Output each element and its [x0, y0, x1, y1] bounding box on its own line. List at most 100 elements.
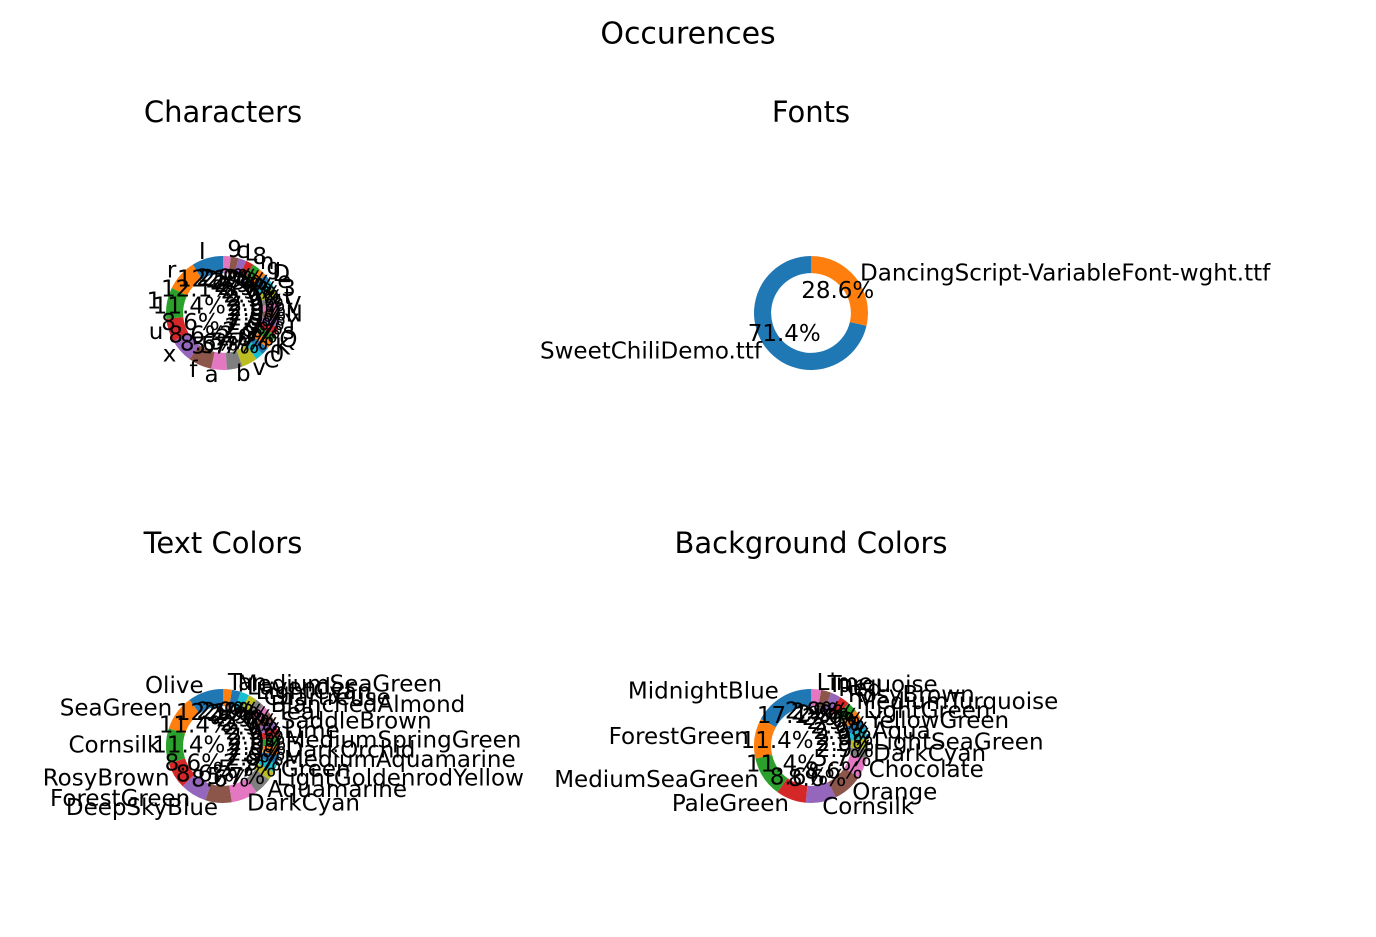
pie-label-u: u — [149, 319, 164, 345]
pie-label-y: Y — [284, 310, 300, 336]
pie-label-tan: Tan — [227, 670, 267, 696]
pie-label-turquoise: Turquoise — [827, 672, 938, 698]
pie-percent-rosybrown: 2.9% — [802, 705, 860, 731]
pie-label-d: D — [272, 261, 290, 287]
pie-percent-midnightblue: 17.1% — [757, 703, 830, 729]
pie-label-i: I — [199, 239, 206, 265]
pie-slice-lightcyan — [241, 695, 257, 714]
pie-slice-g — [248, 269, 266, 287]
pie-slice-red — [825, 692, 841, 712]
pie-label-k: K — [275, 335, 291, 361]
pie-label-c: C — [263, 348, 279, 374]
pie-slice-u — [166, 317, 189, 342]
pie-percent-sweetchilidemo-ttf: 71.4% — [748, 321, 821, 347]
pie-label-saddlebrown: SaddleBrown — [281, 709, 432, 735]
pie-label-aquamarine: Aquamarine — [267, 777, 407, 803]
pie-percent-r: 12.1% — [161, 277, 234, 303]
pie-label-rosybrown: RosyBrown — [43, 765, 170, 791]
pie-label-yellowgreen: YellowGreen — [868, 708, 1009, 734]
pie-slice-lightseagreen — [850, 738, 869, 749]
pie-label-v: V — [285, 293, 301, 319]
pie-label-mediumaquamarine: MediumAquamarine — [284, 747, 516, 773]
pie-label-blanchedalmond: BlanchedAlmond — [271, 692, 466, 718]
pie-slice-1 — [166, 288, 188, 319]
pie-label-mediumturquoise: MediumTurquoise — [856, 689, 1058, 715]
pie-percent-chocolate: 5.7% — [813, 746, 871, 772]
pie-slice-0 — [250, 337, 268, 355]
pie-label-8: 8 — [252, 244, 267, 270]
pie-slice-s — [259, 322, 279, 335]
pie-percent-aquamarine: 5.7% — [218, 757, 276, 783]
pie-title-background-colors: Background Colors — [674, 526, 947, 560]
pie-label-b: b — [236, 361, 251, 387]
pie-percent-teal: 2.9% — [223, 715, 281, 741]
pie-slice-aquamarine — [246, 769, 270, 793]
pie-percent-saddlebrown: 2.9% — [225, 719, 283, 745]
pie-slice-cornsilk — [166, 728, 186, 764]
pie-percent-palegreen: 8.6% — [770, 765, 828, 791]
pie-percent-mediumaquamarine: 2.9% — [227, 740, 285, 766]
pie-percent-f: 8.6% — [180, 331, 238, 357]
pie-slice-mediumturquoise — [837, 703, 856, 722]
figure-title: Occurences — [600, 17, 775, 52]
pie-percent-c: 2.9% — [201, 266, 259, 292]
pie-label-mediumseagreen: MediumSeaGreen — [554, 767, 758, 793]
pie-label-lightgoldenrodyellow: LightGoldenrodYellow — [276, 765, 523, 791]
pie-slice-mediumspringgreen — [262, 737, 280, 746]
pie-slice-turquoise — [818, 689, 832, 709]
pie-label-r: r — [167, 258, 177, 284]
pie-percent-8: 2.9% — [210, 269, 268, 295]
pie-percent-darkcyan: 5.7% — [207, 764, 265, 790]
pie-slice-mediumaquamarine — [260, 752, 280, 764]
pie-label-n: n — [260, 249, 275, 275]
pie-percent-lime: 2.9% — [227, 725, 285, 751]
pie-percent-cornsilk: 8.6% — [788, 766, 846, 792]
pie-slice-seagreen — [168, 699, 200, 734]
pie-percent-seagreen: 11.4% — [159, 712, 232, 738]
pie-percent-cornsilk: 11.4% — [152, 733, 225, 759]
pie-percent-lightgoldenrodyellow: 2.9% — [223, 750, 281, 776]
pie-label-x: x — [163, 341, 177, 367]
pie-percent-t: 2.9% — [227, 291, 285, 317]
pie-percent-chartreuse: 2.9% — [216, 706, 274, 732]
pie-slice-x — [173, 332, 200, 360]
pie-slice-sweetchilidemo-ttf — [754, 256, 867, 370]
pie-title-fonts: Fonts — [772, 95, 850, 129]
pie-slice-3 — [258, 288, 278, 301]
pie-label-chartreuse: Chartreuse — [264, 685, 391, 711]
pie-label-s: s — [283, 319, 295, 345]
pie-label-t: t — [284, 284, 293, 310]
pie-slice-teal — [255, 712, 274, 728]
pie-slice-chartreuse — [246, 699, 264, 718]
pie-slice-r — [171, 264, 202, 296]
pie-slice-tan — [223, 689, 232, 707]
pie-slice-v — [236, 345, 257, 367]
pie-slice-saddlebrown — [258, 720, 278, 734]
pie-percent-s: 2.9% — [226, 310, 284, 336]
pie-percent-mediumseagreen: 11.4% — [746, 751, 819, 777]
pie-percent-mediumturquoise: 2.9% — [807, 709, 865, 735]
pie-slice-olive — [189, 689, 223, 714]
pie-slice-9 — [223, 256, 231, 274]
pie-label-lightcyan: LightCyan — [256, 679, 372, 705]
pie-slice-aqua — [848, 728, 868, 741]
pie-slice-l — [233, 258, 247, 277]
pie-label-midnightblue: MidnightBlue — [628, 679, 779, 705]
pie-slice-cornsilk — [805, 781, 836, 803]
pie-percent-9: 2.9% — [196, 265, 254, 291]
pie-slice-yellowgreen — [846, 718, 866, 734]
pie-label-l: L — [244, 241, 257, 267]
pie-slice-lightgoldenrodyellow — [255, 764, 274, 780]
pie-label-0: 0 — [270, 341, 285, 367]
pie-percent-darkorchid: 2.9% — [228, 735, 286, 761]
pie-percent-yellowgreen: 2.9% — [813, 719, 871, 745]
pie-slice-lightgreen — [842, 710, 862, 728]
pie-percent-1: 11.4% — [153, 294, 226, 320]
pie-slice-lavender — [235, 691, 249, 711]
pie-label-seagreen: SeaGreen — [60, 696, 173, 722]
pie-percent-n: 2.9% — [228, 301, 286, 327]
pie-label-1: 1 — [147, 289, 162, 315]
pie-percent-red: 2.9% — [797, 702, 855, 728]
pie-label-red: Red — [838, 676, 882, 702]
pie-percent-d: 2.9% — [221, 278, 279, 304]
